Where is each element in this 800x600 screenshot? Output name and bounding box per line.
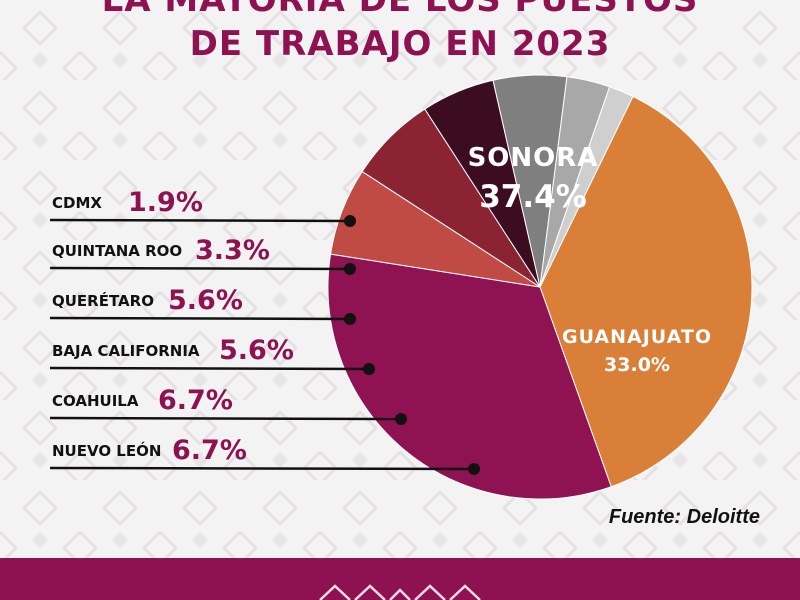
category-label-quintana-roo: QUINTANA ROO [52,242,182,260]
category-value-cdmx: 1.9% [128,187,203,218]
leader-line-baja-california [49,366,370,371]
slice-value-guanajuato: 33.0% [604,354,670,376]
leader-line-coahuila [49,416,402,421]
leader-dot-cdmx [344,215,356,227]
leader-dot-baja-california [363,363,375,375]
category-value-baja-california: 5.6% [219,335,294,366]
pie-slice-cdmx [539,86,634,288]
footer-logo-icon [319,584,481,600]
slice-name-sonora: SONORA [468,143,599,173]
pie-chart: SONORA 37.4% GUANAJUATO 33.0% CDMX 1.9% QUINTA… [49,74,753,500]
title-line-2: DE TRABAJO EN 2023 [189,24,611,64]
title-line-1: LA MAYORÍA DE LOS PUESTOS [101,0,699,20]
slice-name-guanajuato: GUANAJUATO [562,326,712,348]
category-value-quer-taro: 5.6% [168,285,243,316]
slice-value-sonora: 37.4% [479,179,587,215]
pie-slice-sonora [539,95,753,488]
leader-dot-quer-taro [344,313,356,325]
category-label-baja-california: BAJA CALIFORNIA [52,342,200,360]
source-note: Fuente: Deloitte [608,506,760,528]
category-label-nuevo-le-n: NUEVO LEÓN [52,441,161,460]
leader-line-quer-taro [49,316,351,321]
chart-title: LA MAYORÍA DE LOS PUESTOS DE TRABAJO EN … [0,0,800,66]
leader-line-nuevo-le-n [49,466,475,471]
category-label-cdmx: CDMX [52,194,102,212]
leader-dot-quintana-roo [344,263,356,275]
category-value-quintana-roo: 3.3% [195,235,270,266]
category-value-nuevo-le-n: 6.7% [172,435,247,466]
category-label-quer-taro: QUERÉTARO [52,291,154,310]
pie-slice-guanajuato [327,253,612,500]
leader-dot-nuevo-le-n [468,463,480,475]
leader-dot-coahuila [395,413,407,425]
category-value-coahuila: 6.7% [158,385,233,416]
footer-bar [0,558,800,600]
leader-line-cdmx [49,218,351,223]
category-label-coahuila: COAHUILA [52,392,139,410]
leader-line-quintana-roo [49,266,351,271]
